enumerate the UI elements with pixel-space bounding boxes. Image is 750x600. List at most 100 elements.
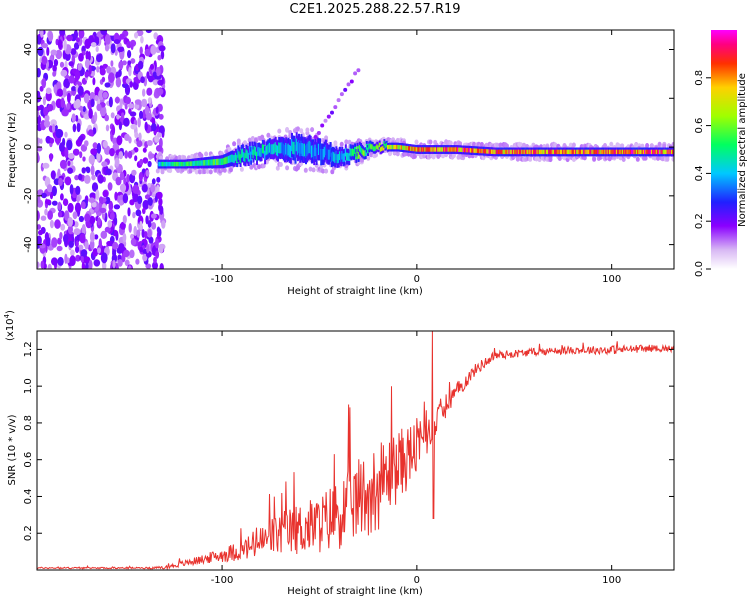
heatmap-halo-cell: [205, 169, 210, 174]
heatmap-noise-cell: [157, 79, 164, 86]
heatmap-noise-cell: [129, 81, 134, 88]
heatmap-track-core: [312, 145, 315, 157]
heatmap-noise-cell: [94, 234, 99, 240]
heatmap-track-core: [615, 149, 618, 155]
heatmap-noise-cell: [96, 66, 100, 73]
heatmap-halo-cell: [204, 151, 209, 157]
heatmap-track-core: [206, 159, 209, 166]
heatmap-halo-cell: [671, 156, 674, 162]
heatmap-noise-cell: [107, 182, 113, 191]
heatmap-halo-cell: [174, 155, 179, 161]
heatmap-noise-cell: [149, 64, 155, 70]
heatmap-track-core: [620, 149, 623, 155]
heatmap-track-core: [327, 149, 330, 160]
heatmap-track-core: [538, 149, 541, 155]
heatmap-noise-cell: [118, 121, 122, 131]
heatmap-noise-cell: [159, 263, 164, 269]
heatmap-track-core: [231, 154, 234, 162]
heatmap-noise-cell: [84, 140, 89, 147]
heatmap-track-core: [343, 153, 346, 162]
heatmap-track-core: [202, 160, 205, 166]
heatmap-track-core: [174, 161, 177, 167]
heatmap-noise-cell: [109, 212, 115, 220]
heatmap-noise-cell: [142, 254, 148, 262]
heatmap-track-core: [201, 160, 203, 166]
heatmap-noise-cell: [71, 86, 77, 92]
heatmap-track-core: [310, 145, 313, 158]
heatmap-noise-cell: [86, 167, 91, 174]
heatmap-track-core: [288, 145, 291, 157]
heatmap-noise-cell: [138, 172, 143, 182]
heatmap-track-core: [603, 149, 606, 155]
heatmap-track-core: [204, 160, 207, 166]
heatmap-track-core: [548, 149, 551, 155]
heatmap-noise-cell: [106, 66, 112, 74]
heatmap-noise-cell: [157, 54, 162, 61]
heatmap-noise-cell: [130, 42, 134, 50]
heatmap-track-core: [464, 147, 466, 153]
heatmap-noise-cell: [78, 30, 85, 39]
heatmap-noise-cell: [95, 46, 99, 53]
colorbar-tick-label: 0.0: [694, 261, 705, 277]
heatmap-track-core: [572, 149, 575, 155]
heatmap-noise-cell: [127, 207, 131, 217]
heatmap-noise-cell: [116, 114, 120, 120]
heatmap-noise-cell: [141, 183, 148, 193]
spectrogram-axes: -100 0 100 -40 -20 0 20 40: [23, 30, 674, 285]
heatmap-track-core: [667, 149, 670, 155]
heatmap-track-core: [623, 149, 625, 155]
heatmap-noise-cell: [128, 136, 132, 144]
heatmap-noise-cell: [97, 217, 101, 226]
heatmap-track-core: [250, 151, 253, 161]
heatmap-noise-cell: [77, 85, 84, 96]
snr-series-line: [37, 331, 674, 570]
heatmap-noise-cell: [51, 237, 58, 248]
heatmap-noise-cell: [89, 239, 95, 250]
heatmap-track-core: [509, 149, 512, 155]
heatmap-track-core: [278, 142, 281, 154]
heatmap-noise-cell: [137, 60, 144, 70]
heatmap-noise-cell: [60, 193, 64, 201]
heatmap-track-core: [192, 161, 195, 166]
heatmap-track-core: [391, 144, 394, 150]
heatmap-noise-cell: [49, 153, 53, 162]
heatmap-noise-cell: [75, 254, 81, 262]
heatmap-noise-cell: [119, 171, 125, 181]
heatmap-track-core: [272, 144, 275, 155]
heatmap-noise-cell: [90, 42, 97, 48]
heatmap-track-core: [426, 147, 429, 152]
heatmap-track-core: [465, 147, 468, 153]
heatmap-halo-cell: [229, 167, 233, 173]
heatmap-track-core: [308, 140, 311, 153]
heatmap-track-core: [346, 152, 348, 161]
spectrogram-ylabel: Frequency (Hz): [7, 112, 18, 188]
heatmap-noise-cell: [146, 140, 153, 146]
heatmap-track-core: [439, 147, 442, 152]
heatmap-track-core: [533, 149, 535, 155]
heatmap-track-core: [654, 149, 657, 155]
heatmap-track-core: [222, 158, 225, 165]
heatmap-halo-cell: [277, 128, 282, 134]
heatmap-track-core: [209, 159, 212, 166]
heatmap-track-core: [386, 145, 389, 150]
heatmap-noise-cell: [84, 71, 89, 78]
heatmap-track-core: [558, 149, 561, 155]
heatmap-noise-cell: [45, 87, 52, 95]
snr-y-tick-label: 0.8: [23, 415, 34, 431]
heatmap-track-core: [612, 149, 615, 155]
heatmap-track-core: [300, 140, 303, 154]
heatmap-track-core: [212, 159, 215, 166]
heatmap-track-core: [369, 143, 372, 149]
heatmap-noise-cell: [67, 202, 74, 213]
heatmap-track-core: [656, 149, 659, 155]
heatmap-noise-cell: [85, 262, 89, 269]
heatmap-noise-cell: [104, 82, 111, 88]
heatmap-noise-cell: [96, 103, 102, 112]
heatmap-track-core: [423, 147, 426, 152]
heatmap-noise-cell: [150, 45, 157, 55]
heatmap-track-core: [303, 143, 306, 157]
heatmap-track-core: [448, 147, 451, 152]
heatmap-track-core: [161, 161, 164, 167]
heatmap-noise-cell: [156, 88, 164, 96]
heatmap-halo-cell: [232, 141, 237, 147]
